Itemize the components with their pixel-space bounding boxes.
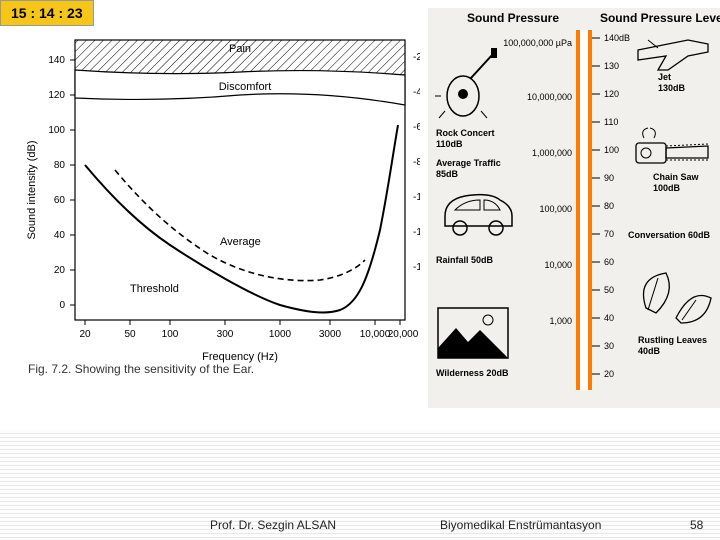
chart-caption: Fig. 7.2. Showing the sensitivity of the… <box>28 362 254 376</box>
jet-label: Jet <box>658 72 671 82</box>
svg-text:90: 90 <box>604 173 614 183</box>
rainfall-label: Rainfall 50dB <box>436 255 494 265</box>
sp-title-right: Sound Pressure Level <box>600 11 720 25</box>
pain-label: Pain <box>229 43 251 55</box>
svg-text:-8: -8 <box>413 157 420 168</box>
svg-text:-1: -1 <box>413 262 420 273</box>
sound-pressure-panel: Sound Pressure Sound Pressure Level 140d… <box>428 8 720 408</box>
timer-text: 15 : 14 : 23 <box>11 5 83 21</box>
leaves-icon <box>644 273 712 323</box>
chainsaw-value: 100dB <box>653 183 681 193</box>
chainsaw-label: Chain Saw <box>653 172 700 182</box>
svg-text:140dB: 140dB <box>604 33 630 43</box>
svg-text:1,000: 1,000 <box>549 316 572 326</box>
svg-text:60: 60 <box>604 257 614 267</box>
bottom-strip <box>0 430 720 540</box>
thermometer-left-scale: 100,000,000 µPa 10,000,000 1,000,000 100… <box>503 38 572 326</box>
svg-text:100,000: 100,000 <box>539 204 572 214</box>
chainsaw-icon <box>636 128 708 163</box>
svg-text:130: 130 <box>604 61 619 71</box>
ear-sensitivity-chart: 0 20 40 60 80 100 120 140 20 50 100 300 … <box>20 30 420 410</box>
discomfort-label: Discomfort <box>219 81 272 93</box>
svg-text:140: 140 <box>48 55 65 66</box>
guitar-value: 110dB <box>436 139 463 149</box>
wilderness-label: Wilderness 20dB <box>436 368 509 378</box>
svg-text:70: 70 <box>604 229 614 239</box>
jet-value: 130dB <box>658 83 686 93</box>
threshold-label: Threshold <box>130 283 179 295</box>
average-label: Average <box>220 236 261 248</box>
sp-title-left: Sound Pressure <box>467 11 559 25</box>
y-axis-right: -2 -4 -6 -8 -1 -1 -1 <box>413 52 420 273</box>
svg-text:110: 110 <box>604 117 618 127</box>
timer-badge: 15 : 14 : 23 <box>0 0 94 26</box>
svg-text:-4: -4 <box>413 87 420 98</box>
svg-text:0: 0 <box>59 300 65 311</box>
y-axis-left: 0 20 40 60 80 100 120 140 <box>48 55 75 311</box>
svg-text:300: 300 <box>217 329 234 340</box>
footer-author: Prof. Dr. Sezgin ALSAN <box>210 518 336 532</box>
svg-text:120: 120 <box>48 90 65 101</box>
svg-text:120: 120 <box>604 89 619 99</box>
x-axis: 20 50 100 300 1000 3000 10,000 20,000 <box>79 320 418 340</box>
svg-text:20: 20 <box>54 265 66 276</box>
svg-text:10,000,000: 10,000,000 <box>527 92 572 102</box>
svg-text:1000: 1000 <box>269 329 292 340</box>
svg-text:100: 100 <box>162 329 179 340</box>
footer-page: 58 <box>690 518 703 532</box>
jet-icon <box>638 40 708 70</box>
thermometer-tube-inner <box>580 30 588 390</box>
svg-text:80: 80 <box>54 160 66 171</box>
svg-text:-2: -2 <box>413 52 420 63</box>
svg-text:20,000: 20,000 <box>388 329 419 340</box>
svg-text:1,000,000: 1,000,000 <box>532 148 572 158</box>
svg-text:60: 60 <box>54 195 66 206</box>
svg-text:50: 50 <box>124 329 136 340</box>
traffic-label: Average Traffic <box>436 158 501 168</box>
footer-course: Biyomedikal Enstrümantasyon <box>440 518 601 532</box>
svg-text:-1: -1 <box>413 227 420 238</box>
leaves-value: 40dB <box>638 346 661 356</box>
y-axis-label: Sound intensity (dB) <box>26 140 38 239</box>
svg-text:10,000: 10,000 <box>544 260 572 270</box>
svg-text:100: 100 <box>604 145 619 155</box>
svg-text:10,000: 10,000 <box>360 329 391 340</box>
guitar-icon <box>435 48 497 118</box>
thermometer-right-scale: 140dB 130 120 110 100 90 80 70 60 50 40 … <box>592 33 630 379</box>
guitar-label: Rock Concert <box>436 128 495 138</box>
leaves-label: Rustling Leaves <box>638 335 707 345</box>
svg-text:40: 40 <box>54 230 66 241</box>
traffic-value: 85dB <box>436 169 459 179</box>
svg-text:100,000,000 µPa: 100,000,000 µPa <box>503 38 572 48</box>
svg-text:-1: -1 <box>413 192 420 203</box>
svg-text:50: 50 <box>604 285 614 295</box>
svg-text:20: 20 <box>79 329 91 340</box>
svg-text:80: 80 <box>604 201 614 211</box>
car-icon <box>445 195 512 235</box>
conversation-label: Conversation 60dB <box>628 230 711 240</box>
svg-text:3000: 3000 <box>319 329 342 340</box>
svg-text:40: 40 <box>604 313 614 323</box>
svg-text:100: 100 <box>48 125 65 136</box>
svg-text:20: 20 <box>604 369 614 379</box>
svg-text:-6: -6 <box>413 122 420 133</box>
svg-text:30: 30 <box>604 341 614 351</box>
wilderness-icon <box>438 308 508 358</box>
